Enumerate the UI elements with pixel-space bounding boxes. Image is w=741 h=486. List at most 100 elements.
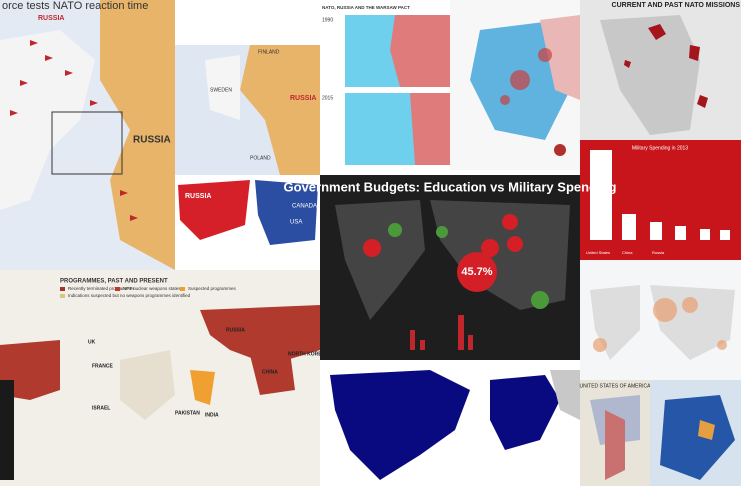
year-label: 1990 [322, 17, 333, 23]
map-shape [30, 40, 38, 46]
country-label: NORTH KOREA [288, 351, 326, 357]
bar-label: United States [586, 250, 610, 255]
map-block [0, 380, 14, 480]
map-shape [10, 110, 18, 116]
map-shape [698, 420, 715, 440]
legend-entry: NPT nuclear weapons states [123, 286, 181, 291]
country-label: FRANCE [92, 363, 113, 369]
map-marker [554, 144, 566, 156]
missions-panel: CURRENT AND PAST NATO MISSIONS [580, 0, 741, 140]
map-shape [605, 410, 625, 480]
map-shape [410, 93, 450, 165]
map-block [720, 230, 730, 240]
map-marker [682, 297, 698, 313]
panel-title: NATO, RUSSIA AND THE WARSAW PACT [322, 5, 410, 10]
country-label: SWEDEN [210, 87, 232, 93]
map-shape [130, 215, 138, 221]
warsaw-panel: NATO, RUSSIA AND THE WARSAW PACT 1990 20… [320, 0, 450, 170]
map-marker [500, 95, 510, 105]
map-marker [481, 239, 499, 257]
map-block [622, 214, 636, 240]
map-block [700, 229, 710, 240]
panel-title: UNITED STATES OF AMERICA [580, 383, 652, 389]
panel-title: orce tests NATO reaction time [2, 0, 148, 12]
bar-label: China [622, 250, 633, 255]
map-block [590, 150, 612, 240]
bar-label: Russia [652, 250, 665, 255]
country-label: RUSSIA [185, 193, 211, 200]
map-marker [507, 236, 523, 252]
budgets-panel: Government Budgets: Education vs Militar… [284, 175, 617, 360]
map-block [458, 315, 464, 350]
nuclear-panel: PROGRAMMES, PAST AND PRESENT Recently te… [0, 270, 326, 486]
map-shape [90, 100, 98, 106]
map-shape [250, 352, 295, 395]
panel-title: Military Spending in 2013 [632, 145, 688, 151]
spending-panel: Military Spending in 2013 United States … [580, 140, 741, 260]
map-shape [590, 285, 735, 360]
map-block [115, 287, 120, 291]
map-marker [510, 70, 530, 90]
nato-map-panel [320, 360, 580, 486]
year-label: 2015 [322, 95, 333, 101]
map-shape [330, 370, 470, 480]
map-shape [205, 55, 240, 120]
map-shape [0, 340, 60, 400]
map-shape [200, 305, 320, 365]
legend-entry: Indications suspected but no weapons pro… [68, 293, 191, 298]
map-block [650, 222, 662, 240]
map-block [60, 287, 65, 291]
country-label: INDIA [205, 412, 219, 418]
map-shape [540, 15, 580, 100]
map-marker [363, 239, 381, 257]
map-shape [624, 24, 708, 108]
country-label: POLAND [250, 155, 271, 161]
map-marker [502, 214, 518, 230]
map-shape [20, 80, 28, 86]
reaction-panel: orce tests NATO reaction time RUSSIA RUS… [0, 0, 175, 270]
map-shape [255, 180, 318, 245]
map-marker [531, 291, 549, 309]
map-marker [457, 252, 497, 292]
map-block [410, 330, 415, 350]
map-block [60, 294, 65, 298]
map-marker [593, 338, 607, 352]
map-shape [45, 55, 53, 61]
map-shape [660, 395, 735, 480]
country-label: ISRAEL [92, 405, 110, 411]
map-shape [120, 190, 128, 196]
panel-title: PROGRAMMES, PAST AND PRESENT [60, 279, 168, 285]
map-shape [430, 200, 570, 310]
map-shape [390, 15, 450, 87]
map-shape [65, 70, 73, 76]
map-shape [550, 370, 580, 420]
world-panel [580, 260, 741, 380]
europe-panel [450, 0, 580, 170]
map-shape [490, 375, 560, 450]
map-block [180, 287, 185, 291]
country-label: CHINA [262, 369, 278, 375]
map-block [675, 226, 686, 240]
map-shape [100, 0, 175, 270]
map-block [51, 111, 123, 175]
country-label: FINLAND [258, 49, 280, 55]
map-marker [717, 340, 727, 350]
country-label: RUSSIA [226, 327, 245, 333]
highlight-label: 45.7% [461, 266, 492, 278]
map-marker [653, 298, 677, 322]
map-block [468, 335, 473, 350]
legend-entry: Recently terminated programmes [68, 286, 135, 291]
country-label: USA [290, 220, 302, 226]
map-shape [240, 45, 320, 175]
country-label: RUSSIA [38, 15, 64, 22]
map-shape [335, 200, 425, 320]
map-shape [190, 370, 215, 405]
map-block [420, 340, 425, 350]
map-marker [436, 226, 448, 238]
map-shape [600, 15, 700, 135]
panel-title: Government Budgets: Education vs Militar… [284, 179, 617, 194]
country-label: UK [88, 339, 96, 345]
country-label: CANADA [292, 204, 317, 210]
map-marker [538, 48, 552, 62]
